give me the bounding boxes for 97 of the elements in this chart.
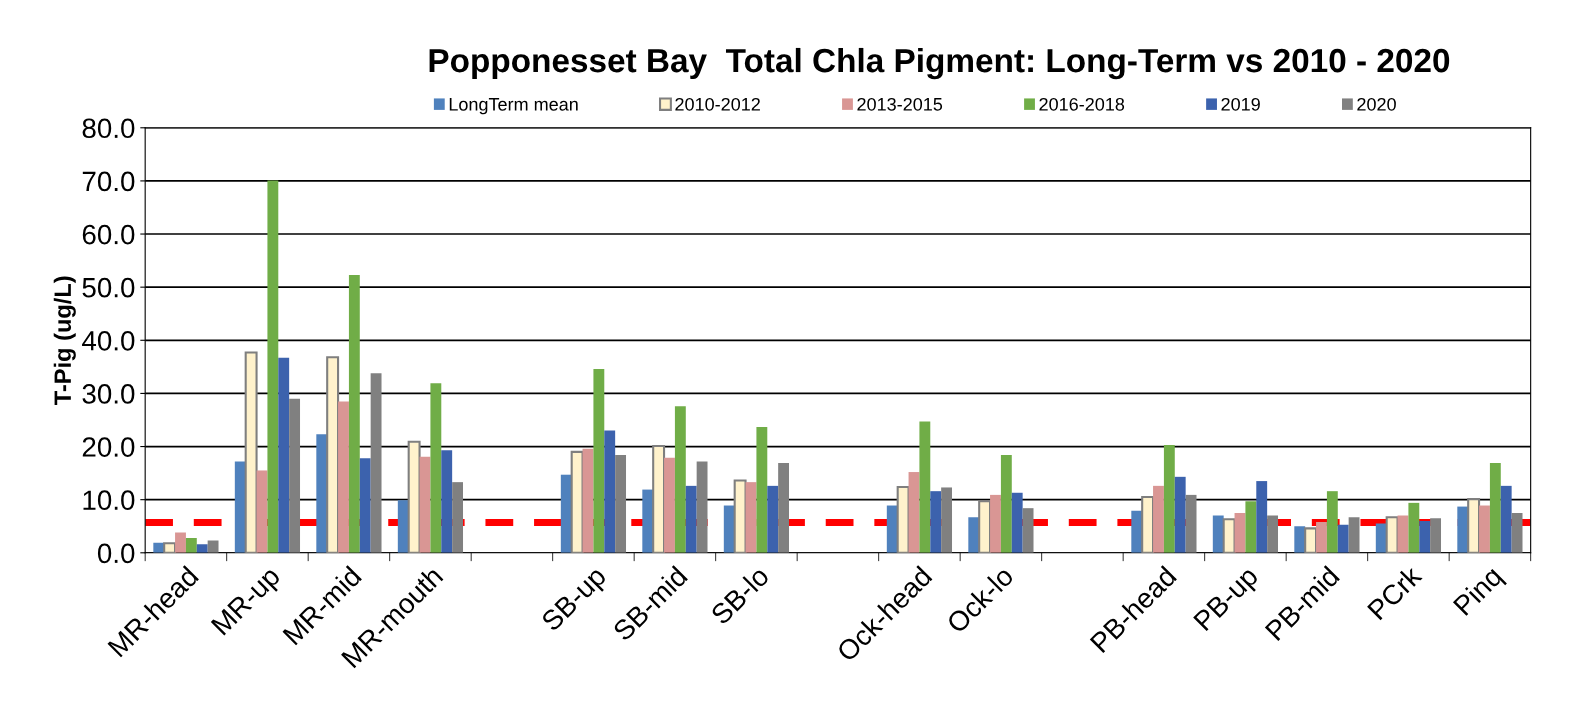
bar (733, 479, 747, 553)
bar (1294, 526, 1306, 553)
bar (267, 180, 279, 553)
bar (338, 401, 349, 553)
legend-label: LongTerm mean (449, 98, 578, 115)
bar (1500, 485, 1512, 553)
bar (908, 472, 920, 553)
bar (1256, 481, 1268, 553)
bar (1011, 492, 1023, 553)
bar (560, 474, 572, 553)
bar (756, 426, 768, 553)
bar (1326, 491, 1338, 553)
bar (1267, 515, 1279, 553)
y-tick-label: 70.0 (82, 171, 135, 192)
bar (452, 482, 464, 553)
y-tick-label: 20.0 (82, 437, 135, 457)
bar (968, 517, 980, 553)
bar (696, 461, 708, 553)
bar (316, 434, 328, 553)
bar (1245, 501, 1257, 553)
bar (163, 542, 177, 553)
y-tick-label: 30.0 (82, 384, 135, 404)
y-tick-label: 60.0 (82, 224, 135, 245)
bar (370, 373, 382, 553)
y-tick-label: 80.0 (82, 118, 135, 139)
bar (419, 456, 431, 553)
bar (896, 485, 910, 553)
bar (1163, 444, 1175, 553)
bar (778, 463, 790, 553)
y-tick-label: 0.0 (97, 543, 135, 564)
bar (1212, 515, 1224, 553)
bar (664, 457, 675, 553)
bar (407, 440, 421, 553)
legend-label: 2010-2012 (675, 97, 760, 111)
bar (582, 448, 594, 553)
bar (441, 450, 453, 553)
bar (244, 351, 258, 553)
bar (1385, 516, 1399, 553)
bar (1185, 494, 1197, 553)
bar (1000, 455, 1012, 553)
bar (1174, 476, 1186, 553)
bar (1457, 506, 1469, 553)
bar (1153, 485, 1164, 553)
bar (1316, 521, 1327, 553)
bar (919, 421, 931, 553)
bar (278, 357, 290, 553)
bar (397, 500, 409, 553)
y-tick-label: 50.0 (82, 277, 135, 298)
bar (256, 470, 268, 553)
bar (990, 494, 1001, 553)
bar (941, 487, 953, 553)
bar (289, 398, 301, 553)
bar (196, 544, 208, 553)
bar (1511, 512, 1523, 553)
bar (767, 485, 779, 553)
bar (1141, 495, 1155, 553)
bar (207, 540, 219, 553)
bar (615, 455, 627, 553)
legend-label: 2020 (1357, 97, 1396, 111)
bar (642, 489, 654, 553)
y-tick-label: 10.0 (83, 490, 135, 511)
bar (652, 444, 666, 553)
bar (1430, 518, 1442, 553)
y-tick-label: 40.0 (82, 330, 135, 351)
bar (745, 482, 757, 553)
bar (185, 537, 197, 553)
chart-title: Popponesset Bay Total Chla Pigment: Long-Term vs 2010 - 2020 (429, 47, 1450, 80)
bar (1234, 512, 1246, 553)
bar (234, 461, 246, 553)
legend-label: 2013-2015 (857, 97, 943, 111)
bar (1479, 505, 1490, 553)
bar (570, 450, 584, 553)
bar (1489, 463, 1501, 553)
bar (978, 500, 992, 553)
bar (1408, 502, 1420, 553)
bar (930, 491, 942, 553)
bar (1348, 517, 1360, 553)
bar (1337, 524, 1349, 553)
bar (430, 383, 442, 553)
bar (1467, 498, 1481, 553)
bar (1222, 518, 1236, 553)
bar (326, 356, 340, 553)
x-tick-label: Pinq (1452, 565, 1507, 620)
bar (348, 274, 360, 553)
legend-label: 2019 (1221, 97, 1260, 111)
bar (593, 368, 605, 553)
bar (674, 406, 686, 553)
bar (1304, 527, 1318, 553)
bar (359, 458, 371, 553)
legend-label: 2016-2018 (1039, 97, 1125, 111)
y-axis-title: T-Pig (ug/L) (53, 276, 76, 405)
bar (1022, 508, 1034, 553)
bar (1131, 510, 1143, 553)
bar (604, 430, 616, 553)
bar (685, 485, 697, 553)
bar (1419, 520, 1431, 553)
bar (175, 532, 186, 553)
